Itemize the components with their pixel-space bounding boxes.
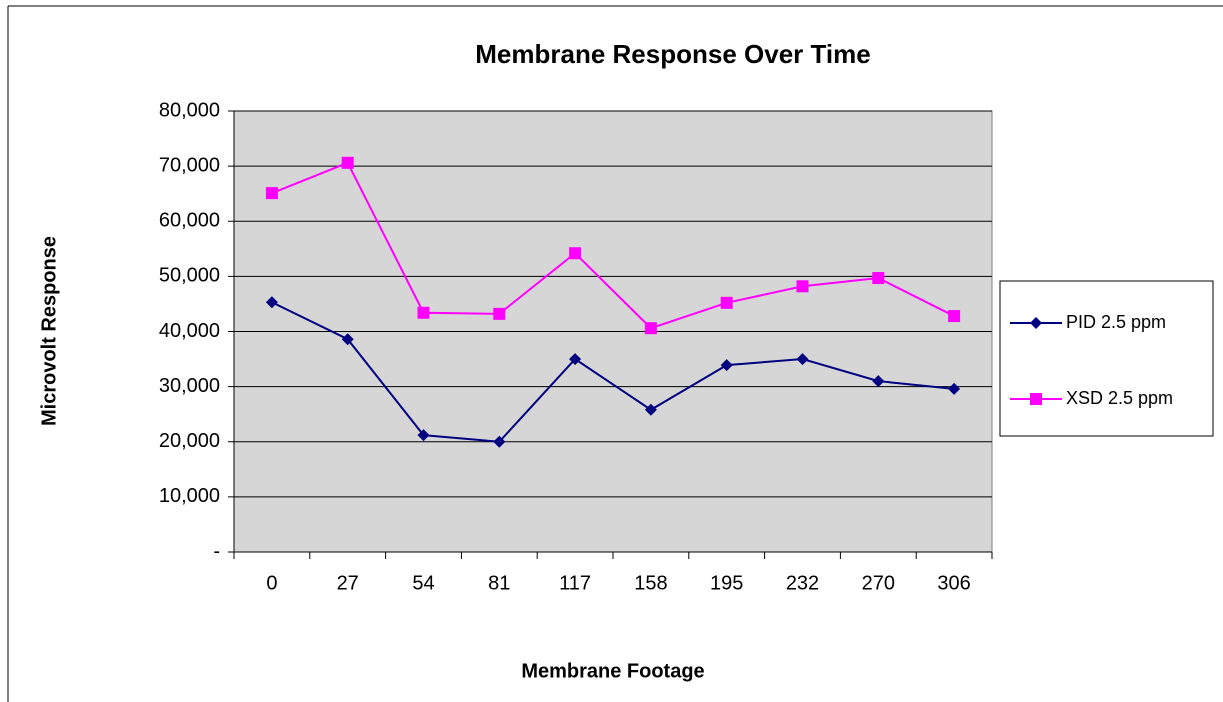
y-tick-label: 70,000 [159, 154, 220, 176]
marker [265, 296, 278, 309]
series-line [271, 301, 955, 443]
marker [644, 322, 657, 335]
x-tick-label: 27 [337, 572, 359, 594]
legend-label: PID 2.5 ppm [1066, 312, 1166, 332]
legend-label: XSD 2.5 ppm [1066, 388, 1173, 408]
marker [796, 280, 809, 293]
marker [265, 187, 278, 200]
x-tick-label: 195 [710, 572, 743, 594]
marker [948, 382, 961, 395]
x-axis-label: Membrane Footage [521, 660, 704, 682]
marker [417, 306, 430, 319]
chart-title: Membrane Response Over Time [475, 39, 870, 69]
x-tick-label: 117 [559, 572, 591, 594]
marker [872, 272, 885, 285]
x-tick-label: 270 [862, 572, 895, 594]
marker [720, 296, 733, 309]
marker [417, 429, 430, 442]
x-tick-label: 158 [634, 572, 667, 594]
marker [493, 435, 506, 448]
marker [341, 333, 354, 346]
x-tick-label: 0 [266, 572, 277, 594]
x-tick-label: 232 [786, 572, 819, 594]
marker [720, 359, 733, 372]
y-tick-label: 40,000 [159, 320, 220, 342]
x-tick-label: 306 [937, 572, 970, 594]
marker [1030, 317, 1042, 329]
x-tick-label: 54 [412, 572, 434, 594]
marker [341, 156, 354, 169]
y-tick-label: 50,000 [159, 265, 220, 287]
y-tick-label: 20,000 [159, 430, 220, 452]
marker [569, 247, 582, 260]
y-axis-label: Microvolt Response [38, 236, 60, 426]
marker [796, 353, 809, 366]
y-tick-label: 80,000 [159, 99, 220, 121]
y-tick-label: 10,000 [159, 485, 220, 507]
y-tick-label: 60,000 [159, 210, 220, 232]
marker [493, 307, 506, 320]
marker [872, 375, 885, 388]
legend-box [999, 280, 1214, 437]
marker [948, 310, 961, 323]
series-line [271, 161, 955, 330]
marker [1030, 393, 1042, 405]
x-tick-label: 81 [488, 572, 510, 594]
y-tick-label: - [213, 540, 220, 562]
marker [644, 403, 657, 416]
marker [569, 353, 582, 366]
y-tick-label: 30,000 [159, 375, 220, 397]
